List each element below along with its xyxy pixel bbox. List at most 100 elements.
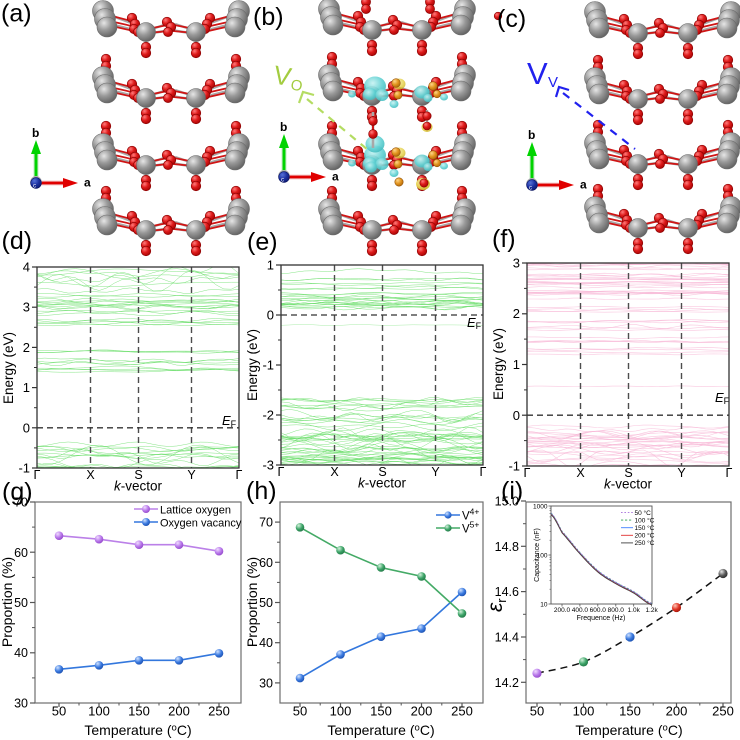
svg-text:1: 1 (267, 258, 274, 273)
svg-text:c: c (281, 178, 284, 184)
svg-text:Γ: Γ (524, 466, 531, 480)
svg-text:600.0: 600.0 (590, 607, 607, 614)
svg-text:14.4: 14.4 (495, 631, 519, 645)
svg-text:Lattice oxygen: Lattice oxygen (160, 505, 231, 517)
svg-text:Y: Y (677, 466, 686, 480)
svg-text:(g): (g) (2, 478, 33, 506)
svg-text:50: 50 (530, 704, 544, 719)
svg-text:60: 60 (14, 546, 28, 560)
svg-text:-1: -1 (508, 459, 520, 474)
svg-text:Energy (eV): Energy (eV) (1, 332, 16, 404)
svg-text:60: 60 (259, 556, 273, 570)
svg-text:250: 250 (208, 704, 230, 719)
svg-text:(c): (c) (497, 5, 526, 33)
svg-text:(i): (i) (501, 477, 523, 505)
svg-text:k-vector: k-vector (604, 477, 653, 492)
svg-text:-3: -3 (262, 458, 274, 473)
svg-text:800.0: 800.0 (608, 607, 625, 614)
svg-text:1000: 1000 (533, 504, 548, 511)
svg-text:40: 40 (259, 636, 273, 650)
svg-text:a: a (332, 170, 339, 184)
svg-text:Energy (eV): Energy (eV) (245, 329, 260, 401)
svg-text:Proportion (%): Proportion (%) (0, 557, 15, 647)
svg-text:X: X (576, 466, 585, 480)
svg-text:(b): (b) (253, 3, 284, 31)
svg-text:14.6: 14.6 (495, 585, 519, 599)
svg-text:10: 10 (540, 602, 548, 609)
svg-text:400.0: 400.0 (572, 607, 589, 614)
svg-text:0: 0 (513, 408, 520, 423)
svg-text:EF: EF (715, 390, 730, 406)
svg-text:50: 50 (52, 704, 66, 719)
svg-text:40: 40 (14, 646, 28, 660)
svg-text:c: c (33, 184, 36, 190)
svg-text:100 °C: 100 °C (635, 516, 655, 524)
svg-text:b: b (528, 128, 535, 142)
svg-text:Frequence (Hz): Frequence (Hz) (577, 615, 626, 622)
svg-text:14.8: 14.8 (495, 540, 519, 554)
svg-text:1: 1 (513, 357, 520, 372)
svg-text:V: V (271, 59, 294, 92)
svg-text:50: 50 (293, 704, 307, 719)
svg-text:c: c (529, 186, 532, 192)
svg-text:150: 150 (619, 704, 641, 719)
svg-text:Γ: Γ (278, 465, 285, 479)
svg-text:3: 3 (23, 300, 30, 315)
svg-text:-1: -1 (18, 461, 30, 476)
svg-text:2: 2 (513, 306, 520, 321)
svg-text:X: X (330, 465, 339, 479)
svg-text:X: X (86, 468, 95, 482)
svg-text:250 °C: 250 °C (635, 539, 655, 547)
svg-text:Temperature (oC): Temperature (oC) (575, 722, 682, 738)
svg-text:250: 250 (712, 704, 734, 719)
svg-text:(a): (a) (1, 0, 32, 28)
svg-text:50: 50 (14, 596, 28, 610)
svg-text:Oxygen vacancy: Oxygen vacancy (160, 518, 242, 530)
svg-text:70: 70 (259, 516, 273, 530)
svg-text:Y: Y (187, 468, 196, 482)
svg-text:100: 100 (330, 704, 352, 719)
svg-text:30: 30 (259, 676, 273, 690)
svg-text:200: 200 (168, 704, 190, 719)
svg-text:S: S (624, 466, 632, 480)
svg-text:(f): (f) (492, 225, 516, 253)
svg-text:14.2: 14.2 (495, 676, 519, 690)
svg-text:k-vector: k-vector (358, 476, 407, 491)
svg-text:70: 70 (14, 496, 28, 510)
svg-text:Γ: Γ (34, 468, 41, 482)
svg-text:150: 150 (128, 704, 150, 719)
svg-text:150 °C: 150 °C (635, 524, 655, 532)
svg-text:(e): (e) (247, 228, 278, 256)
svg-text:Temperature (oC): Temperature (oC) (84, 722, 191, 738)
svg-text:(d): (d) (2, 227, 33, 255)
svg-text:a: a (580, 178, 587, 192)
svg-text:-2: -2 (262, 408, 274, 423)
svg-text:4: 4 (23, 260, 30, 275)
svg-text:1.2k: 1.2k (645, 607, 658, 614)
svg-text:εr: εr (484, 598, 509, 612)
svg-text:30: 30 (14, 697, 28, 711)
svg-text:1: 1 (23, 380, 30, 395)
svg-text:b: b (32, 126, 39, 140)
svg-text:Y: Y (431, 465, 440, 479)
svg-text:Γ: Γ (726, 466, 733, 480)
svg-text:Proportion (%): Proportion (%) (244, 557, 260, 647)
svg-text:Γ: Γ (480, 465, 487, 479)
svg-text:EF: EF (222, 413, 237, 429)
svg-text:100: 100 (573, 704, 595, 719)
svg-text:a: a (84, 176, 91, 190)
svg-text:15.0: 15.0 (495, 495, 519, 509)
svg-text:200.0: 200.0 (554, 607, 571, 614)
svg-text:S: S (134, 468, 142, 482)
svg-text:1.0k: 1.0k (628, 607, 641, 614)
svg-text:Γ: Γ (236, 468, 243, 482)
svg-text:200 °C: 200 °C (635, 532, 655, 540)
svg-text:b: b (280, 120, 287, 134)
svg-text:Temperature (oC): Temperature (oC) (327, 722, 434, 738)
svg-text:Energy (eV): Energy (eV) (491, 328, 506, 400)
svg-text:EF: EF (467, 315, 482, 331)
svg-text:0: 0 (23, 420, 30, 435)
svg-text:V: V (527, 56, 548, 91)
svg-text:200: 200 (411, 704, 433, 719)
svg-text:100: 100 (88, 704, 110, 719)
